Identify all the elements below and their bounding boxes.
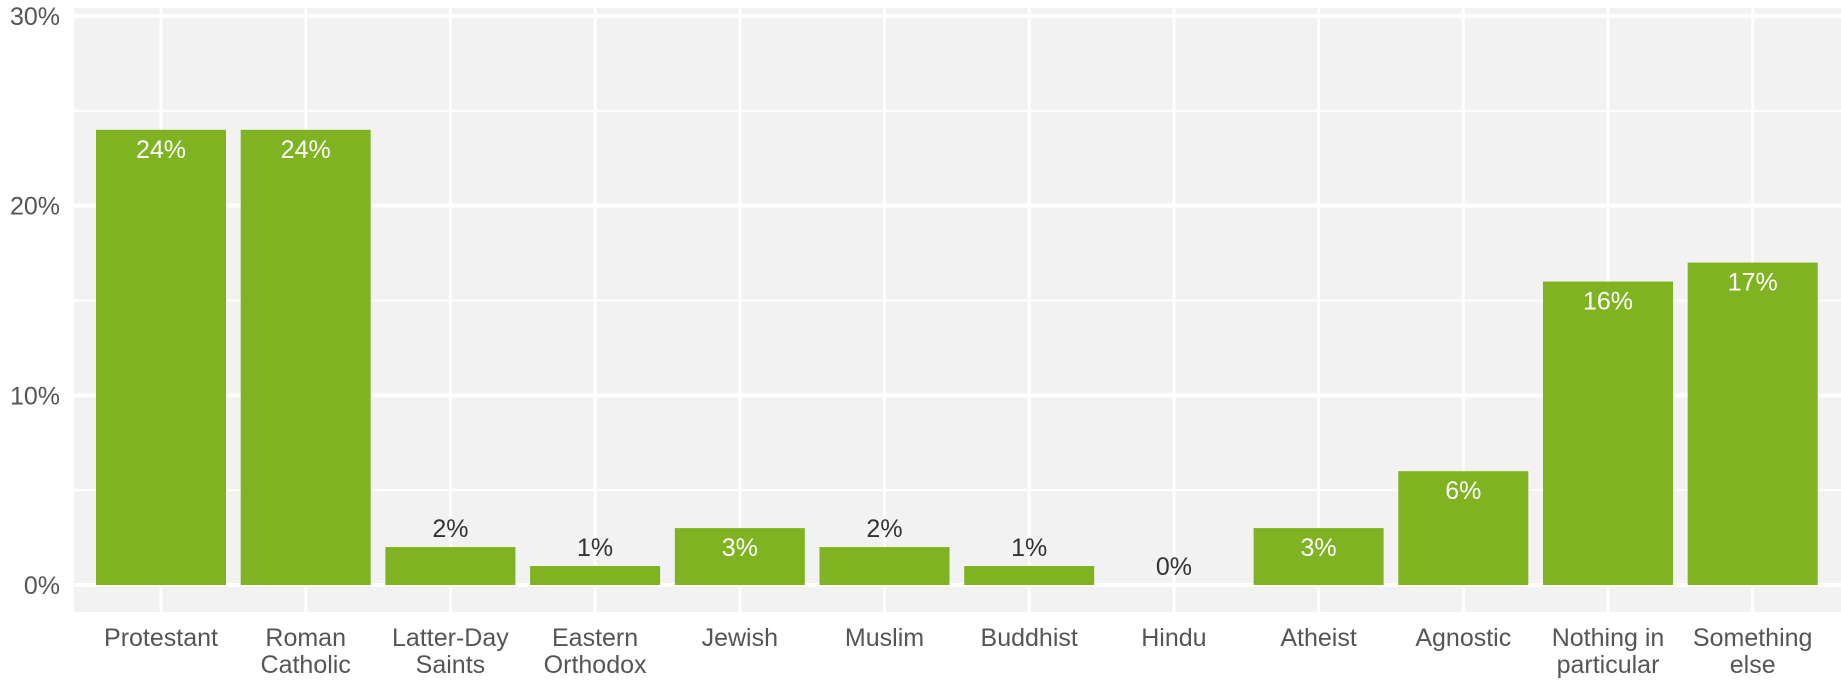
x-category-label-line: Atheist [1280,624,1356,652]
y-tick-label: 30% [10,3,60,31]
x-category-label-line: particular [1557,651,1660,679]
y-tick-label: 10% [10,382,60,410]
x-category-label: Muslim [845,624,924,652]
data-label: 2% [866,515,902,543]
data-label: 3% [1301,534,1337,562]
x-category-label: Roman Catholic [261,624,351,679]
data-label: 0% [1156,553,1192,581]
bar-roman-catholic [240,129,371,586]
bar-something-else [1687,262,1818,585]
x-category-label-line: Something [1693,624,1813,652]
bar-buddhist [964,566,1095,585]
x-category-label-line: Protestant [104,624,218,652]
x-category-label-line: Saints [416,651,485,679]
x-category-label: Atheist [1280,624,1356,652]
x-category-label: Latter-Day Saints [392,624,509,679]
data-label: 1% [577,534,613,562]
x-category-label-line: Latter-Day [392,624,509,652]
x-category-label-line: Roman [265,624,346,652]
x-category-label: Hindu [1141,624,1206,652]
data-label: 24% [281,136,331,164]
x-category-label-line: Nothing in [1552,624,1665,652]
x-category-label-line: Agnostic [1415,624,1511,652]
x-category-label-line: Orthodox [544,651,647,679]
x-category-label-line: else [1730,651,1776,679]
bar-latter-day-saints [385,547,516,585]
x-category-label: Eastern Orthodox [544,624,647,679]
y-tick-label: 0% [24,572,60,600]
x-category-label-line: Hindu [1141,624,1206,652]
bar-nothing-in-particular [1543,281,1673,585]
data-label: 3% [722,534,758,562]
bar-agnostic [1398,471,1529,585]
x-category-label: Jewish [702,624,778,652]
bar-eastern-orthodox [530,566,661,585]
x-category-label-line: Muslim [845,624,924,652]
x-category-label-line: Buddhist [981,624,1078,652]
x-category-label-line: Eastern [552,624,638,652]
bar-jewish [674,528,805,585]
data-label: 1% [1011,534,1047,562]
x-category-label: Agnostic [1415,624,1511,652]
x-category-label: Buddhist [981,624,1078,652]
data-label: 16% [1583,288,1633,316]
x-category-label-line: Catholic [261,651,351,679]
data-label: 24% [136,136,186,164]
data-label: 2% [432,515,468,543]
data-label: 17% [1728,269,1778,297]
bar-protestant [96,129,226,586]
x-category-label: Protestant [104,624,218,652]
data-label: 6% [1445,477,1481,505]
bar-muslim [819,547,950,585]
x-category-label: Something else [1693,624,1813,679]
y-tick-label: 20% [10,193,60,221]
x-category-label-line: Jewish [702,624,778,652]
x-category-label: Nothing in particular [1552,624,1665,679]
bar-atheist [1253,528,1384,585]
